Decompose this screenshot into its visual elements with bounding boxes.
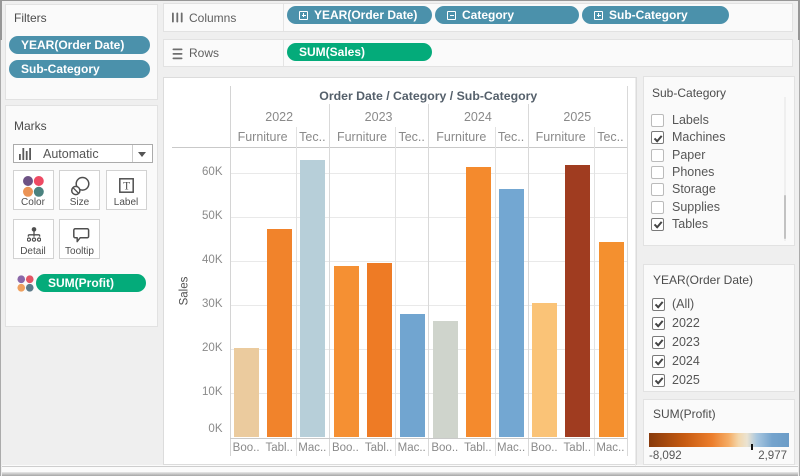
svg-text:T: T bbox=[123, 180, 130, 192]
